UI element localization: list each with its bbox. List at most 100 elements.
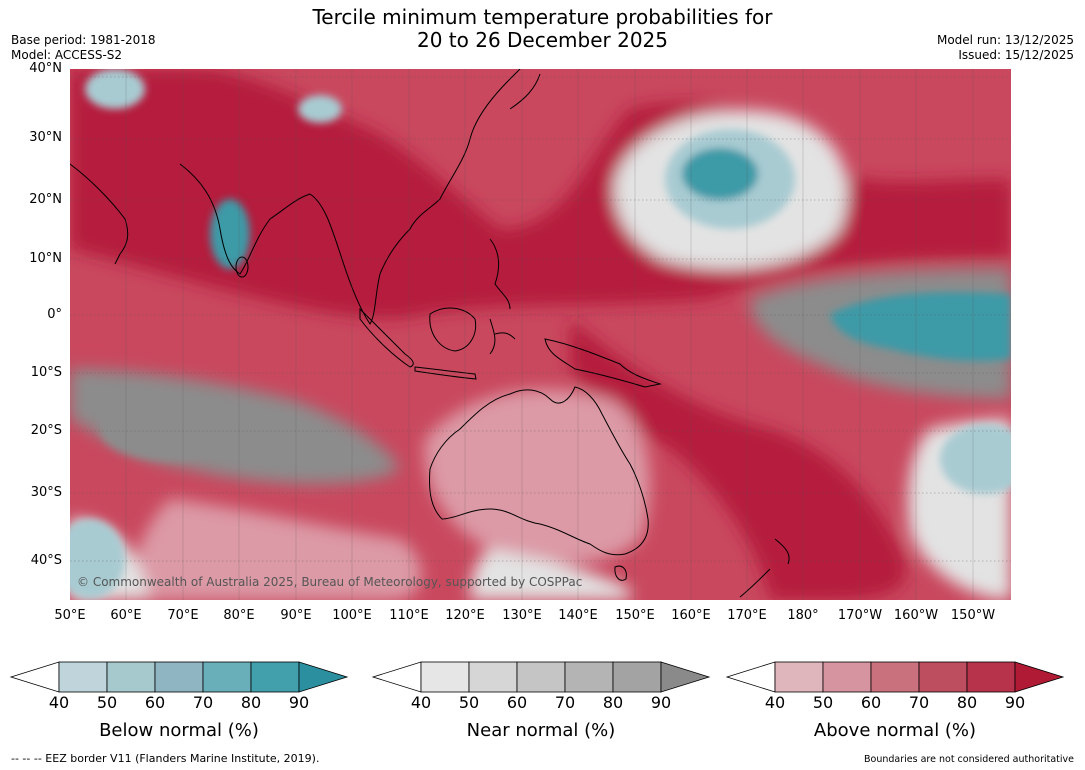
above-normal-segment	[966, 661, 1016, 693]
near-tick-50: 50	[458, 693, 480, 712]
borneo-coast	[429, 307, 477, 352]
japan-coast	[509, 73, 541, 110]
below-normal-southwest	[70, 519, 125, 599]
lon-label-50e: 50°E	[54, 608, 86, 623]
sumatra-coast	[359, 307, 414, 368]
copyright-text: © Commonwealth of Australia 2025, Bureau…	[77, 575, 582, 589]
issued-label: Issued: 15/12/2025	[958, 48, 1074, 62]
new-zealand-coast	[739, 538, 790, 598]
lon-label-90e: 90°E	[280, 608, 312, 623]
below-normal-segment	[58, 661, 108, 693]
sri-lanka-coast	[235, 256, 249, 278]
above-normal-segment	[774, 661, 824, 693]
below-normal-segment	[106, 661, 156, 693]
meridian-lines	[125, 69, 974, 600]
above-tick-60: 60	[860, 693, 882, 712]
below-normal-min-extension	[9, 661, 60, 693]
above-normal-segment	[870, 661, 920, 693]
lon-label-70e: 70°E	[167, 608, 199, 623]
model-label: Model: ACCESS-S2	[11, 48, 123, 62]
near-normal-segment	[468, 661, 518, 693]
above-tick-50: 50	[812, 693, 834, 712]
below-normal-title: Below normal (%)	[99, 720, 259, 741]
below-normal-arabia	[85, 69, 145, 109]
near-normal-segment	[564, 661, 614, 693]
base-period-label: Base period: 1981-2018	[11, 33, 156, 47]
above-normal-segment	[822, 661, 872, 693]
java-coast	[414, 366, 477, 380]
above-tick-40: 40	[764, 693, 786, 712]
boundaries-note: Boundaries are not considered authoritat…	[864, 754, 1074, 765]
lon-label-170w: 170°W	[837, 608, 883, 623]
lon-label-150w: 150°W	[950, 608, 996, 623]
lon-label-130e: 130°E	[502, 608, 542, 623]
lat-label-10n: 10°N	[29, 251, 62, 266]
below-normal-east-pacific	[830, 292, 1011, 361]
near-normal-max-extension	[660, 661, 711, 693]
below-normal-tibet	[298, 95, 342, 123]
below-tick-70: 70	[192, 693, 214, 712]
colorbar-below-normal	[9, 661, 349, 693]
lat-label-40n: 40°N	[29, 61, 62, 76]
lat-label-40s: 40°S	[30, 553, 62, 568]
lon-label-170e: 170°E	[727, 608, 767, 623]
eez-border-note: -- -- -- EEZ border V11 (Flanders Marine…	[11, 752, 320, 765]
near-tick-80: 80	[602, 693, 624, 712]
model-run-label: Model run: 13/12/2025	[936, 33, 1074, 47]
probability-map: © Commonwealth of Australia 2025, Bureau…	[70, 69, 1011, 600]
near-normal-segment	[612, 661, 662, 693]
lon-label-80e: 80°E	[223, 608, 255, 623]
se-asia-coast	[309, 69, 521, 325]
above-normal-title: Above normal (%)	[813, 720, 977, 741]
new-guinea-coast	[544, 338, 662, 388]
australia-coast	[429, 386, 649, 556]
colorbar-above-normal	[725, 661, 1065, 693]
near-normal-segment	[516, 661, 566, 693]
above-normal-light-south	[130, 499, 422, 600]
lat-label-20s: 20°S	[30, 423, 62, 438]
below-tick-60: 60	[144, 693, 166, 712]
arabia-coast	[70, 163, 129, 265]
lat-label-20n: 20°N	[29, 192, 62, 207]
sulawesi-coast	[489, 318, 516, 355]
below-normal-segment	[250, 661, 300, 693]
near-tick-70: 70	[554, 693, 576, 712]
above-tick-90: 90	[1004, 693, 1026, 712]
above-tick-70: 70	[908, 693, 930, 712]
colorbar-near-normal	[371, 661, 711, 693]
near-normal-south-indian-core	[100, 397, 240, 461]
below-normal-segment	[154, 661, 204, 693]
near-tick-40: 40	[410, 693, 432, 712]
lon-label-180: 180°	[787, 608, 819, 623]
above-normal-segment	[918, 661, 968, 693]
near-normal-segment	[420, 661, 470, 693]
below-normal-southeast-pacific	[940, 424, 1011, 494]
lon-label-160e: 160°E	[671, 608, 711, 623]
lon-label-100e: 100°E	[332, 608, 372, 623]
lon-label-160w: 160°W	[893, 608, 939, 623]
lat-label-30n: 30°N	[29, 130, 62, 145]
near-normal-title: Near normal (%)	[466, 720, 616, 741]
above-normal-min-extension	[725, 661, 776, 693]
below-tick-40: 40	[48, 693, 70, 712]
near-normal-tasman-south	[470, 549, 630, 600]
below-tick-80: 80	[240, 693, 262, 712]
near-tick-60: 60	[506, 693, 528, 712]
tasmania-coast	[614, 565, 627, 581]
below-normal-india	[210, 199, 250, 269]
above-normal-max-extension	[1014, 661, 1065, 693]
above-normal-light-australia	[424, 389, 650, 563]
below-normal-max-extension	[298, 661, 349, 693]
map-title-line-1: Tercile minimum temperature probabilitie…	[312, 5, 773, 29]
near-normal-min-extension	[371, 661, 422, 693]
lat-label-10s: 10°S	[30, 365, 62, 380]
below-normal-north-pacific-core	[682, 148, 758, 200]
below-normal-segment	[202, 661, 252, 693]
lon-label-60e: 60°E	[110, 608, 142, 623]
lon-label-140e: 140°E	[558, 608, 598, 623]
lon-label-120e: 120°E	[445, 608, 485, 623]
below-tick-50: 50	[96, 693, 118, 712]
below-tick-90: 90	[288, 693, 310, 712]
probability-map-svg: © Commonwealth of Australia 2025, Bureau…	[70, 69, 1011, 600]
lon-label-110e: 110°E	[389, 608, 429, 623]
